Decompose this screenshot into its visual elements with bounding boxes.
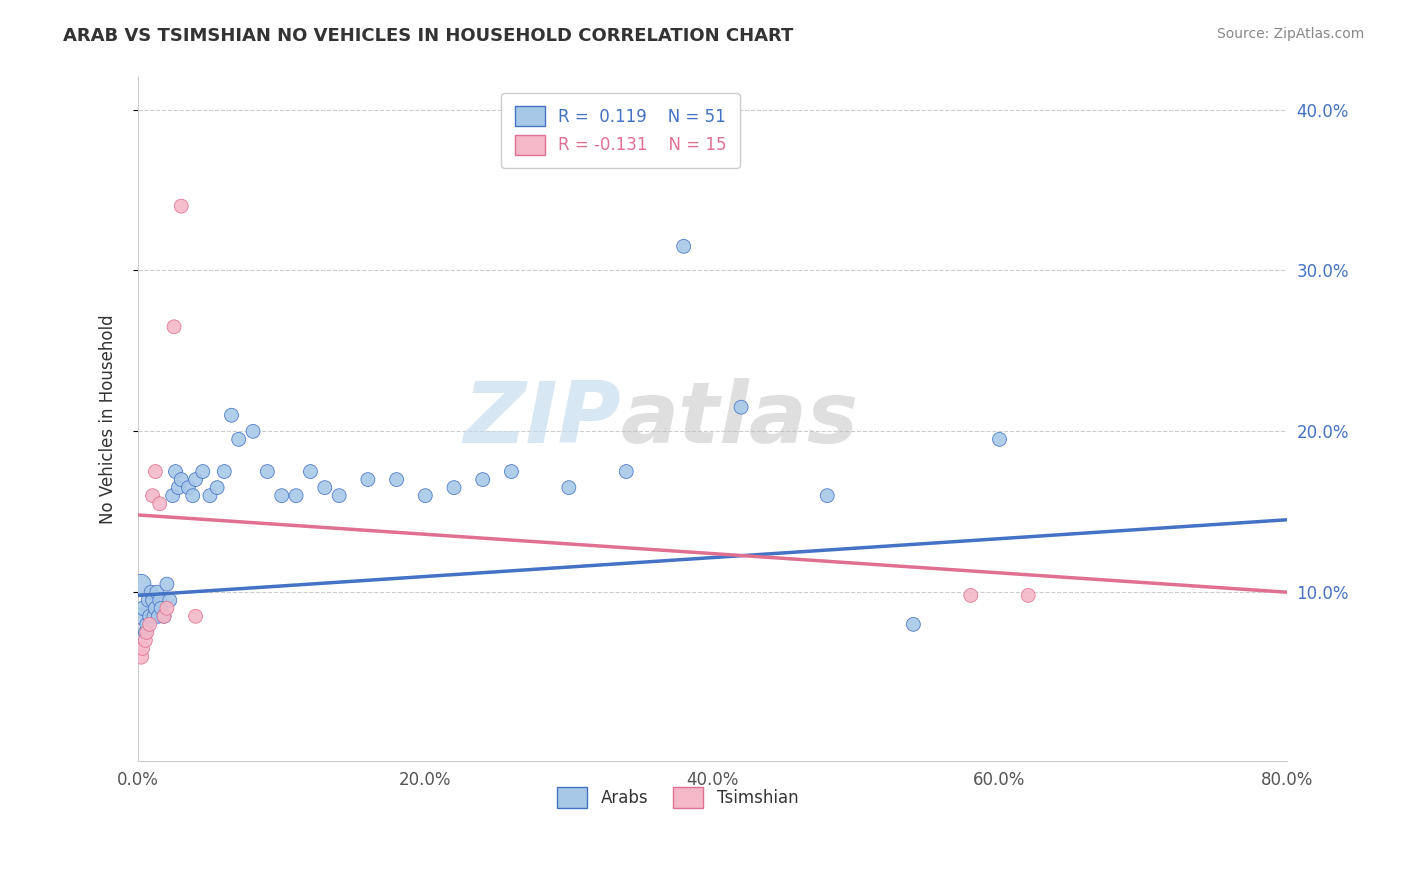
Point: [131, 609, 153, 624]
Text: atlas: atlas: [620, 377, 859, 461]
Point: [162, 489, 184, 503]
Point: [148, 609, 170, 624]
Y-axis label: No Vehicles in Household: No Vehicles in Household: [100, 315, 117, 524]
Point: [145, 601, 167, 615]
Point: [328, 489, 350, 503]
Point: [413, 489, 436, 503]
Point: [357, 473, 380, 487]
Point: [903, 617, 925, 632]
Point: [132, 601, 155, 615]
Point: [184, 609, 207, 624]
Point: [143, 609, 166, 624]
Point: [141, 489, 163, 503]
Point: [135, 617, 157, 632]
Point: [614, 465, 637, 479]
Text: ZIP: ZIP: [463, 377, 620, 461]
Point: [730, 400, 752, 414]
Legend: Arabs, Tsimshian: Arabs, Tsimshian: [551, 780, 806, 814]
Point: [191, 465, 214, 479]
Point: [184, 473, 207, 487]
Point: [228, 433, 250, 447]
Point: [165, 465, 187, 479]
Point: [256, 465, 278, 479]
Point: [135, 625, 157, 640]
Point: [145, 465, 167, 479]
Point: [136, 593, 159, 607]
Point: [385, 473, 408, 487]
Point: [156, 577, 179, 591]
Point: [558, 481, 581, 495]
Point: [988, 433, 1011, 447]
Point: [138, 609, 160, 624]
Point: [443, 481, 465, 495]
Point: [156, 601, 179, 615]
Point: [170, 199, 193, 213]
Point: [149, 593, 172, 607]
Point: [153, 609, 176, 624]
Point: [141, 593, 163, 607]
Text: ARAB VS TSIMSHIAN NO VEHICLES IN HOUSEHOLD CORRELATION CHART: ARAB VS TSIMSHIAN NO VEHICLES IN HOUSEHO…: [63, 27, 793, 45]
Point: [242, 425, 264, 439]
Point: [181, 489, 204, 503]
Point: [299, 465, 322, 479]
Point: [501, 465, 523, 479]
Point: [205, 481, 228, 495]
Point: [163, 319, 186, 334]
Point: [471, 473, 494, 487]
Text: Source: ZipAtlas.com: Source: ZipAtlas.com: [1216, 27, 1364, 41]
Point: [149, 497, 172, 511]
Point: [270, 489, 292, 503]
Point: [177, 481, 200, 495]
Point: [129, 649, 152, 664]
Point: [815, 489, 838, 503]
Point: [159, 593, 181, 607]
Point: [1017, 588, 1039, 602]
Point: [198, 489, 221, 503]
Point: [214, 465, 236, 479]
Point: [146, 585, 169, 599]
Point: [221, 409, 243, 423]
Point: [314, 481, 336, 495]
Point: [672, 239, 695, 253]
Point: [285, 489, 308, 503]
Point: [134, 633, 156, 648]
Point: [138, 617, 160, 632]
Point: [129, 577, 152, 591]
Point: [153, 609, 176, 624]
Point: [170, 473, 193, 487]
Point: [139, 585, 162, 599]
Point: [134, 625, 156, 640]
Point: [167, 481, 190, 495]
Point: [131, 641, 153, 656]
Point: [150, 601, 173, 615]
Point: [959, 588, 981, 602]
